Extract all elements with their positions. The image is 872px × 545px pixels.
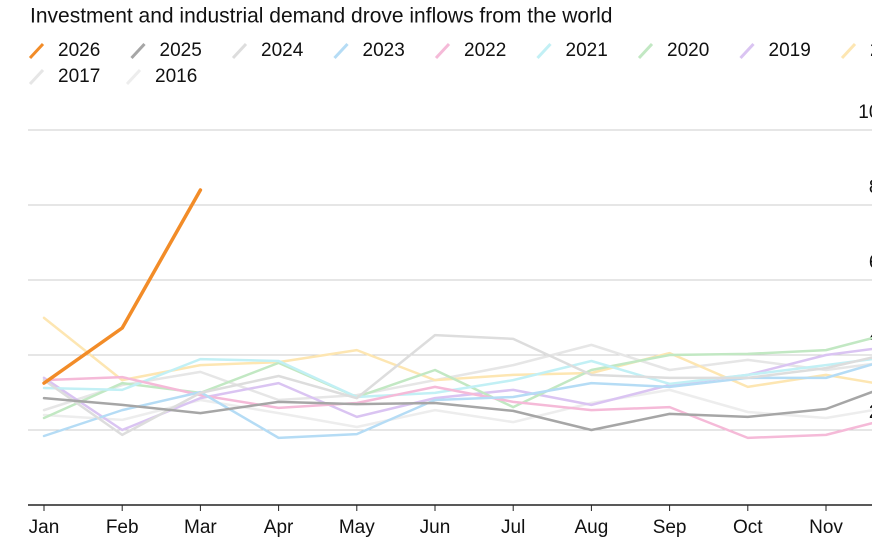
x-tick-label: Jun	[420, 517, 451, 538]
legend-swatch	[28, 68, 45, 86]
legend-label: 2017	[58, 66, 100, 87]
series-line	[42, 333, 872, 437]
y-tick-label: 100	[858, 102, 872, 123]
legend-label: 2024	[261, 40, 304, 61]
legend-label: 2020	[667, 40, 709, 61]
legend-swatch	[125, 68, 142, 86]
x-tick-label: Oct	[733, 517, 763, 538]
series-line	[42, 188, 203, 385]
series-line	[42, 343, 872, 412]
x-tick-label: Jul	[501, 517, 525, 538]
x-tick-label: May	[339, 517, 375, 538]
chart-title: Investment and industrial demand drove i…	[30, 5, 612, 28]
legend-swatch	[28, 42, 45, 60]
legend-label: 2019	[769, 40, 811, 61]
legend-label: 2018	[870, 40, 872, 61]
legend-swatch	[536, 42, 552, 60]
series-line	[42, 363, 872, 440]
legend-label: 2025	[160, 40, 202, 61]
legend-label: 2016	[155, 66, 197, 87]
legend-swatch	[840, 42, 857, 60]
series-line	[42, 390, 872, 432]
legend-label: 2022	[464, 40, 506, 61]
y-tick-label: 20	[869, 402, 872, 423]
x-tick-label: Sep	[653, 517, 687, 538]
x-tick-label: Aug	[574, 517, 608, 538]
series-line	[42, 375, 872, 440]
legend-swatch	[434, 42, 451, 60]
x-tick-label: Nov	[809, 517, 843, 538]
legend-swatch	[739, 42, 755, 60]
series-line	[42, 357, 872, 399]
legend-label: 2026	[58, 40, 100, 61]
legend-swatch	[231, 42, 248, 60]
legend-label: 2023	[363, 40, 405, 61]
legend-swatch	[130, 42, 146, 60]
y-tick-label: 80	[869, 177, 872, 198]
x-tick-label: Mar	[184, 517, 217, 538]
x-tick-label: Apr	[264, 517, 294, 538]
x-tick-label: Jan	[29, 517, 60, 538]
y-tick-label: 60	[869, 252, 872, 273]
x-tick-label: Feb	[106, 517, 139, 538]
legend-swatch	[333, 42, 349, 60]
series-line	[42, 316, 872, 389]
legend-swatch	[637, 42, 654, 60]
legend-label: 2021	[566, 40, 608, 61]
